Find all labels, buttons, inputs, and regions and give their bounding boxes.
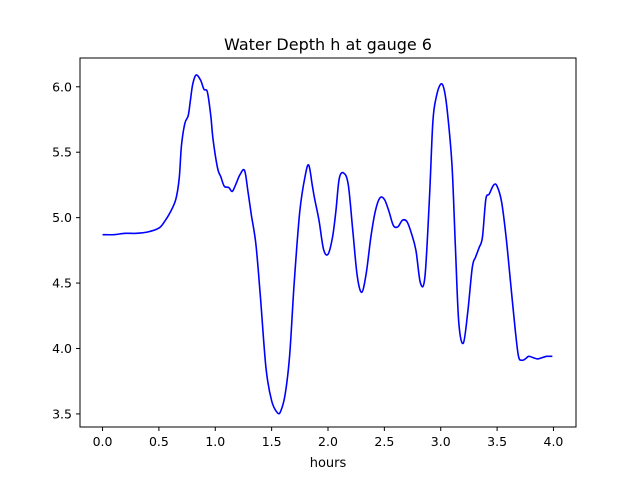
x-tick-label: 0.5: [149, 434, 169, 449]
y-tick-label: 5.0: [52, 210, 72, 225]
x-axis-label: hours: [310, 456, 347, 471]
x-tick-label: 2.5: [374, 434, 394, 449]
y-tick-label: 4.0: [52, 341, 72, 356]
x-tick-label: 3.0: [431, 434, 451, 449]
x-tick-label: 2.0: [318, 434, 338, 449]
x-tick-label: 0.0: [93, 434, 113, 449]
x-tick-label: 1.5: [262, 434, 282, 449]
series-line-0: [102, 74, 553, 415]
y-axis: 3.5 4.0 4.5 5.0 5.5 6.0: [52, 79, 80, 421]
y-tick-label: 5.5: [52, 145, 72, 160]
series-layer: [102, 74, 553, 415]
x-tick-label: 1.0: [205, 434, 225, 449]
y-tick-label: 4.5: [52, 276, 72, 291]
chart-title: Water Depth h at gauge 6: [224, 35, 432, 54]
x-tick-label: 3.5: [487, 434, 507, 449]
y-tick-label: 6.0: [52, 79, 72, 94]
x-tick-label: 4.0: [544, 434, 564, 449]
x-axis: 0.0 0.5 1.0 1.5 2.0 2.5 3.0 3.5 4.0: [93, 427, 564, 449]
y-tick-label: 3.5: [52, 406, 72, 421]
plot-area-frame: [79, 57, 577, 428]
